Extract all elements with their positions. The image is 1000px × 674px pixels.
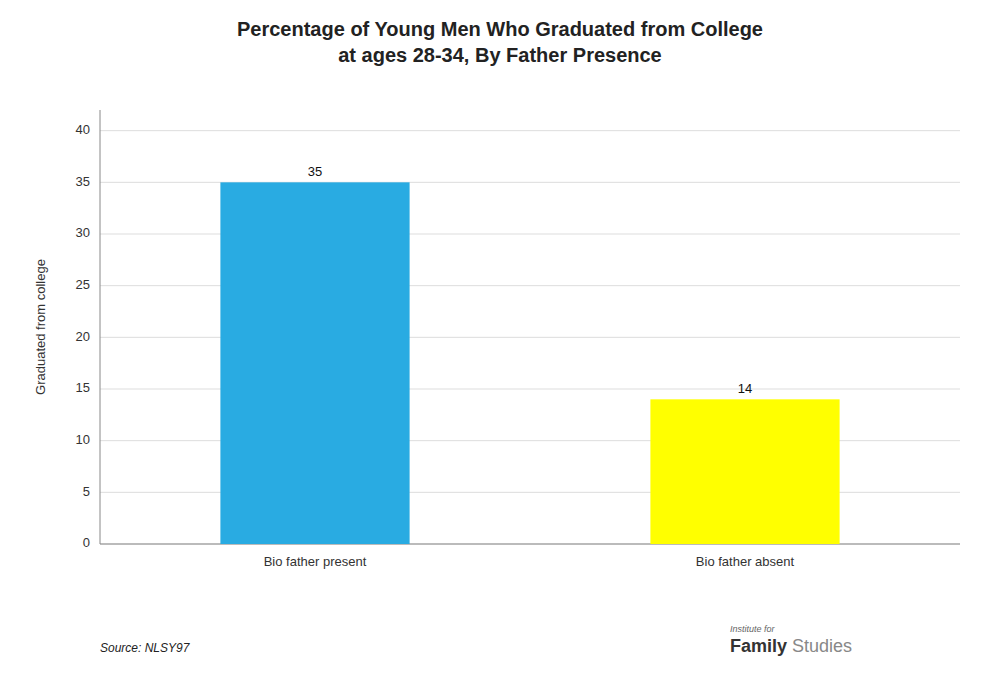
data-label: 14 bbox=[738, 381, 752, 396]
bar bbox=[220, 182, 409, 544]
logo-text: Institute for bbox=[730, 624, 776, 634]
title: Percentage of Young Men Who Graduated fr… bbox=[237, 18, 763, 40]
y-tick-label: 25 bbox=[76, 277, 90, 292]
y-tick-label: 40 bbox=[76, 122, 90, 137]
y-tick-label: 15 bbox=[76, 380, 90, 395]
bar bbox=[650, 399, 839, 544]
subtitle: at ages 28-34, By Father Presence bbox=[338, 44, 662, 66]
y-tick-label: 30 bbox=[76, 225, 90, 240]
x-tick-label: Bio father present bbox=[264, 554, 367, 569]
logo-text: Family bbox=[730, 636, 787, 656]
x-tick-label: Bio father absent bbox=[696, 554, 795, 569]
y-tick-label: 20 bbox=[76, 329, 90, 344]
y-tick-label: 10 bbox=[76, 432, 90, 447]
bars bbox=[220, 182, 839, 544]
chart-svg: Percentage of Young Men Who Graduated fr… bbox=[0, 0, 1000, 674]
grid bbox=[100, 131, 960, 544]
y-tick-label: 35 bbox=[76, 174, 90, 189]
logo-text: Studies bbox=[792, 636, 852, 656]
chart-container: Percentage of Young Men Who Graduated fr… bbox=[0, 0, 1000, 674]
y-tick-label: 5 bbox=[83, 484, 90, 499]
y-axis-label: Graduated from college bbox=[33, 259, 48, 395]
y-axis-line bbox=[100, 110, 101, 544]
data-label: 35 bbox=[308, 164, 322, 179]
y-tick-label: 0 bbox=[83, 535, 90, 550]
source-note: Source: NLSY97 bbox=[100, 641, 191, 655]
grid-line bbox=[100, 130, 960, 131]
